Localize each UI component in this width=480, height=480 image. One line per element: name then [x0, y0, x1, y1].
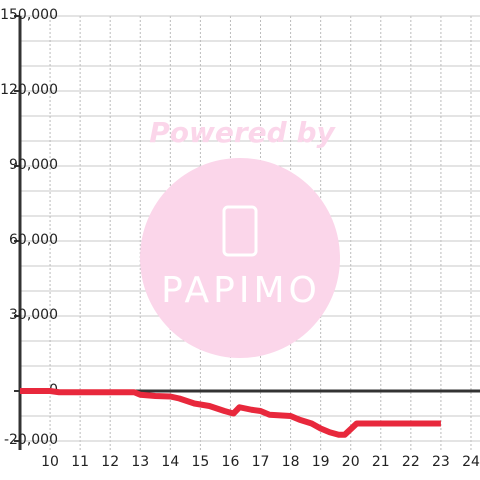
y-tick-label: 60,000: [9, 232, 58, 248]
x-tick-label: 13: [131, 454, 149, 470]
x-tick-label: 23: [432, 454, 450, 470]
watermark-logo: PAPIMO: [161, 270, 321, 311]
x-tick-label: 24: [462, 454, 480, 470]
watermark-text: Powered by: [149, 116, 336, 149]
y-tick-label: 90,000: [9, 157, 58, 173]
x-tick-label: 22: [402, 454, 420, 470]
x-tick-label: 12: [101, 454, 119, 470]
x-tick-label: 17: [252, 454, 270, 470]
y-tick-label: 150,000: [0, 7, 58, 23]
x-tick-label: 19: [312, 454, 330, 470]
x-tick-label: 11: [71, 454, 89, 470]
x-tick-label: 18: [282, 454, 300, 470]
watermark: Powered by PAPIMO: [140, 116, 340, 358]
watermark-circle: [140, 158, 340, 358]
y-tick-label: 120,000: [0, 82, 58, 98]
x-tick-label: 15: [191, 454, 209, 470]
watermark-icon: [222, 205, 258, 257]
data-line: [20, 388, 441, 438]
x-tick-label: 16: [222, 454, 240, 470]
y-tick-label: -20,000: [4, 432, 58, 448]
x-tick-label: 10: [41, 454, 59, 470]
y-tick-label: 30,000: [9, 307, 58, 323]
x-tick-label: 20: [342, 454, 360, 470]
x-tick-label: 21: [372, 454, 390, 470]
x-tick-label: 14: [161, 454, 179, 470]
